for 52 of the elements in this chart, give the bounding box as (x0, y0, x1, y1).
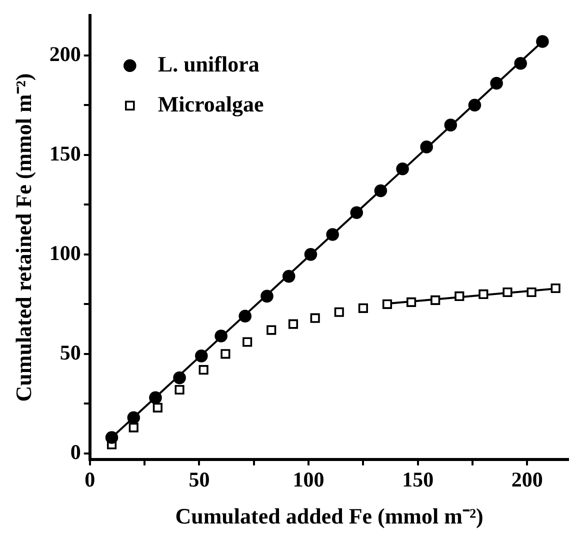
point (444, 118, 458, 132)
point (266, 325, 276, 335)
point (149, 391, 162, 404)
point (304, 248, 318, 261)
x-tick-label: 200 (511, 467, 543, 492)
point (490, 76, 503, 90)
point (127, 411, 140, 424)
x-axis-title: Cumulated added Fe (mmol m⁻²) (175, 503, 484, 528)
point (260, 290, 274, 303)
point (214, 330, 228, 342)
point (382, 299, 392, 309)
point (242, 337, 252, 347)
y-tick-label: 150 (49, 141, 81, 166)
point (358, 303, 368, 313)
point (526, 287, 536, 298)
point (198, 365, 208, 375)
point (128, 422, 138, 432)
y-tick-label: 100 (49, 240, 81, 265)
point (105, 431, 118, 444)
point (396, 162, 409, 176)
point (195, 350, 208, 362)
x-tick-label: 50 (188, 467, 210, 492)
point (326, 228, 339, 241)
point (550, 283, 560, 294)
point (174, 384, 184, 395)
legend-label: Microalgae (158, 91, 264, 116)
point (334, 307, 344, 317)
point (282, 270, 296, 283)
point (173, 371, 186, 384)
point (374, 184, 388, 198)
y-tick-label: 0 (70, 440, 81, 464)
x-tick-label: 100 (292, 467, 324, 492)
point (478, 289, 488, 300)
point (420, 140, 433, 154)
point (430, 295, 440, 305)
y-tick-label: 200 (49, 42, 81, 66)
point (454, 291, 464, 301)
point (310, 313, 320, 323)
point (350, 206, 364, 220)
legend-label: L. uniflora (158, 51, 260, 76)
y-tick-label: 50 (60, 340, 81, 364)
point (502, 287, 512, 298)
point (238, 310, 252, 323)
point (288, 319, 298, 329)
point (406, 297, 416, 307)
point (152, 402, 162, 412)
y-axis-title: Cumulated retained Fe (mmol m⁻²) (10, 73, 36, 402)
point (514, 56, 527, 70)
point (536, 35, 549, 48)
point (468, 98, 482, 112)
x-tick-label: 150 (402, 467, 434, 492)
point (220, 349, 230, 359)
